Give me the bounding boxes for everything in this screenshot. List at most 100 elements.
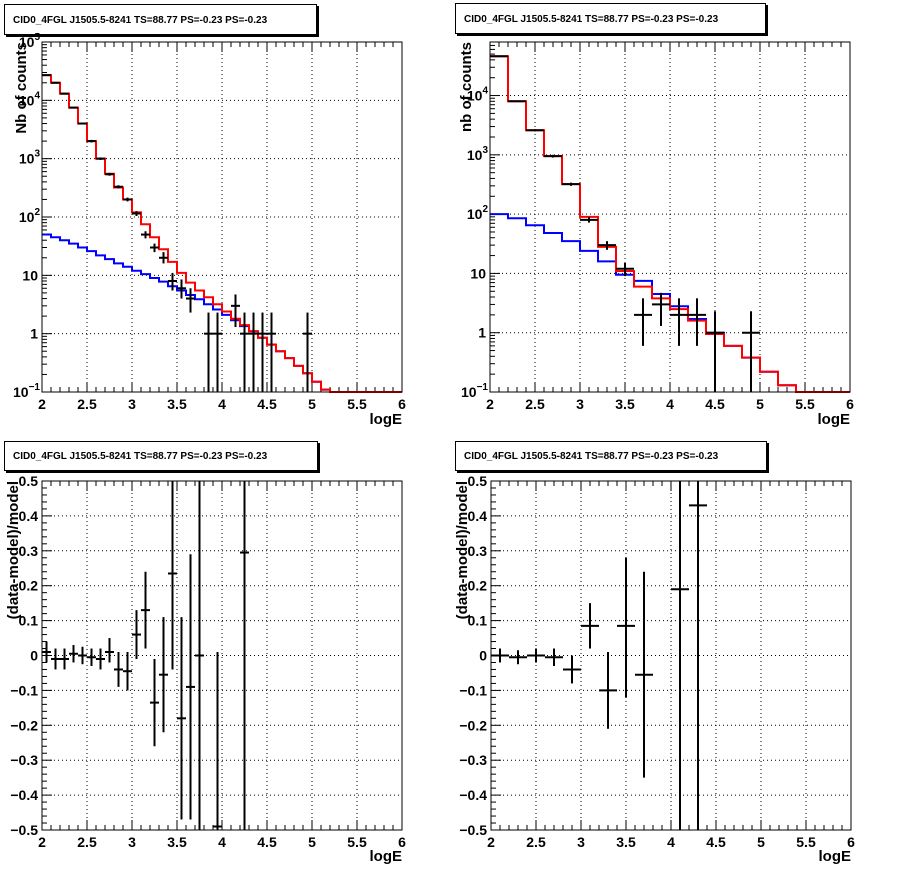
data-point	[141, 571, 150, 649]
data-point	[526, 129, 544, 132]
y-tick-label: 103	[19, 149, 41, 167]
y-axis-label: nb of counts	[458, 42, 475, 132]
data-point	[96, 648, 105, 670]
data-point	[742, 311, 760, 392]
data-point	[581, 603, 599, 649]
x-tick-label: 2.5	[77, 396, 97, 412]
y-tick-label: 1	[478, 325, 486, 341]
y-tick-label: 0.5	[19, 473, 39, 489]
data-point	[598, 241, 616, 250]
x-tick-label: 5.5	[347, 396, 367, 412]
plot-frame	[490, 480, 852, 831]
data-point	[544, 154, 562, 158]
x-tick-label: 6	[398, 834, 406, 850]
data-point	[689, 481, 707, 830]
y-tick-label: −0.3	[10, 752, 38, 768]
y-tick-label: −0.3	[459, 752, 487, 768]
y-tick-label: −0.5	[10, 822, 38, 838]
data-point	[258, 312, 267, 392]
x-tick-label: 5.5	[795, 396, 815, 412]
y-tick-label: 0.3	[19, 543, 39, 559]
data-point	[60, 648, 69, 670]
plot-frame	[489, 41, 851, 393]
data-point	[670, 298, 688, 346]
data-point	[78, 122, 87, 125]
data-point	[51, 648, 60, 670]
data-points	[42, 74, 312, 392]
data-points	[490, 55, 760, 392]
x-tick-label: 3.5	[616, 834, 636, 850]
data-point	[634, 298, 652, 346]
data-point	[69, 645, 78, 663]
data-point	[491, 648, 509, 663]
data-point	[186, 288, 195, 313]
data-point	[652, 292, 670, 326]
x-tick-label: 2	[38, 834, 46, 850]
data-point	[617, 557, 635, 698]
x-tick-label: 4	[218, 396, 226, 412]
data-point	[114, 185, 123, 189]
x-tick-label: 2.5	[526, 834, 546, 850]
x-tick-label: 3	[128, 834, 136, 850]
data-point	[69, 106, 78, 109]
y-tick-label: 10	[470, 265, 486, 281]
y-axis-label: Nb of counts	[13, 42, 30, 134]
grid	[491, 481, 851, 830]
data-point	[527, 648, 545, 663]
plot-svg: 2 2.5 3 3.5 4 4.5 5 5.5 6 −0.5 −0.4 −0.3 −0.2 −0.1 0 0.…	[454, 473, 855, 865]
data-point	[671, 481, 689, 830]
data-point	[267, 312, 276, 392]
y-tick-label: 0.4	[468, 508, 488, 524]
data-point	[168, 481, 177, 670]
y-tick-label: 103	[467, 145, 489, 163]
x-tick-label: 3.5	[167, 834, 187, 850]
chart-counts-left: CID0_4FGL J1505.5-8241 TS=88.77 PS=-0.23…	[0, 0, 449, 437]
data-point	[249, 312, 258, 392]
data-point	[105, 172, 114, 176]
y-axis-label: (data-model)/model	[454, 481, 471, 619]
x-tick-label: 3	[577, 834, 585, 850]
x-tick-label: 5	[757, 834, 765, 850]
y-tick-label: 0.2	[468, 578, 488, 594]
x-tick-label: 3	[576, 396, 584, 412]
data-point	[123, 197, 132, 202]
x-tick-label: 6	[398, 396, 406, 412]
data-point	[87, 139, 96, 143]
x-tick-label: 3	[128, 396, 136, 412]
y-tick-label: 102	[467, 204, 489, 222]
data-point	[123, 652, 132, 691]
chart-counts-right: CID0_4FGL J1505.5-8241 TS=88.77 PS=-0.23…	[449, 0, 898, 437]
y-tick-label: 0.5	[468, 473, 488, 489]
y-tick-label: −0.5	[459, 822, 487, 838]
x-tick-label: 6	[847, 834, 855, 850]
data-point	[213, 652, 222, 830]
data-point	[51, 81, 60, 84]
data-point	[132, 610, 141, 659]
grid	[42, 481, 402, 830]
data-point	[562, 182, 580, 186]
data-point	[508, 100, 526, 103]
data-point	[240, 312, 249, 392]
y-tick-label: 1	[30, 326, 38, 342]
y-tick-label: −0.1	[10, 682, 38, 698]
grid	[42, 42, 402, 392]
plot-frame	[41, 480, 403, 831]
data-point	[213, 312, 222, 392]
x-tick-label: 3.5	[615, 396, 635, 412]
data-point	[159, 617, 168, 733]
x-tick-label: 2.5	[77, 834, 97, 850]
data-point	[114, 652, 123, 687]
data-point	[303, 312, 312, 392]
plot-svg: 2 2.5 3 3.5 4 4.5 5 5.5 6 −0.5 −0.4 −0.3 −0.2 −0.1 0 0.…	[5, 473, 406, 865]
y-tick-label: 102	[19, 207, 41, 225]
data-point	[150, 243, 159, 253]
data-point	[177, 279, 186, 299]
data-point	[706, 311, 724, 392]
chart-residual-right: CID0_4FGL J1505.5-8241 TS=88.77 PS=-0.23…	[449, 437, 898, 875]
chart-title: CID0_4FGL J1505.5-8241 TS=88.77 PS=-0.23…	[455, 441, 767, 471]
x-tick-label: 6	[846, 396, 854, 412]
x-tick-label: 4	[218, 834, 226, 850]
x-tick-label: 5.5	[796, 834, 816, 850]
plot-svg: 2 2.5 3 3.5 4 4.5 5 5.5 6 10−1 1 10 102 103 104 logE nb …	[458, 41, 854, 428]
data-point	[195, 481, 204, 830]
